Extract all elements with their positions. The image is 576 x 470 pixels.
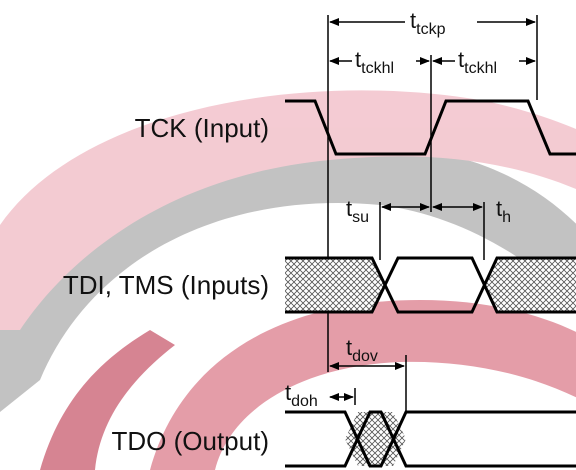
- watermark-logo: [0, 90, 576, 470]
- tdi-waveform-bottom: [285, 256, 576, 314]
- tdi-invalid-region-1: [285, 258, 385, 312]
- tck-waveform: [285, 99, 576, 156]
- tdi-tms-waveform: [285, 256, 576, 314]
- tdi-invalid-region-2: [484, 258, 576, 312]
- tck-label: TCK (Input): [135, 113, 269, 143]
- tdo-label: TDO (Output): [112, 426, 269, 456]
- tdo-waveform-top: [285, 410, 576, 468]
- tdoh-label: tdoh: [285, 380, 318, 410]
- tckhl-1-label: ttckhl: [355, 47, 394, 77]
- tdi-tms-label: TDI, TMS (Inputs): [63, 270, 269, 300]
- tdov-label: tdov: [346, 335, 378, 365]
- tdo-waveform: [285, 410, 576, 468]
- tsu-label: tsu: [346, 196, 369, 226]
- th-label: th: [496, 196, 511, 226]
- tdi-waveform-top: [285, 256, 576, 314]
- tckp-label: ttckp: [410, 8, 446, 38]
- tdo-waveform-bottom: [285, 410, 576, 468]
- tckhl-2-label: ttckhl: [458, 47, 497, 77]
- tdo-transition-region: [345, 412, 406, 466]
